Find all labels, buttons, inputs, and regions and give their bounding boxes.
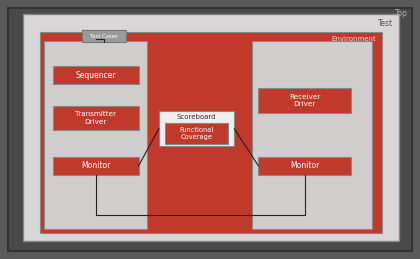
Bar [82, 30, 126, 42]
Bar [52, 157, 139, 175]
Bar [165, 123, 228, 144]
Text: Monitor: Monitor [81, 161, 110, 170]
Text: Monitor: Monitor [290, 161, 319, 170]
Bar [52, 106, 139, 130]
Text: Scoreboard: Scoreboard [177, 114, 216, 120]
Text: Top: Top [394, 9, 407, 18]
Bar [40, 32, 382, 233]
Text: Functional
Coverage: Functional Coverage [179, 127, 214, 140]
Bar [159, 111, 234, 146]
Text: Test: Test [378, 19, 393, 28]
Text: Environment: Environment [331, 36, 376, 42]
Bar [258, 88, 351, 113]
Text: Test Cases: Test Cases [90, 34, 118, 39]
Bar [52, 66, 139, 84]
Bar [23, 14, 399, 241]
Bar [44, 41, 147, 229]
Text: Receiver
Driver: Receiver Driver [289, 93, 320, 107]
Text: Transmitter
Driver: Transmitter Driver [75, 111, 116, 125]
Bar [258, 157, 351, 175]
Text: Sequencer: Sequencer [75, 71, 116, 80]
Bar [252, 41, 372, 229]
